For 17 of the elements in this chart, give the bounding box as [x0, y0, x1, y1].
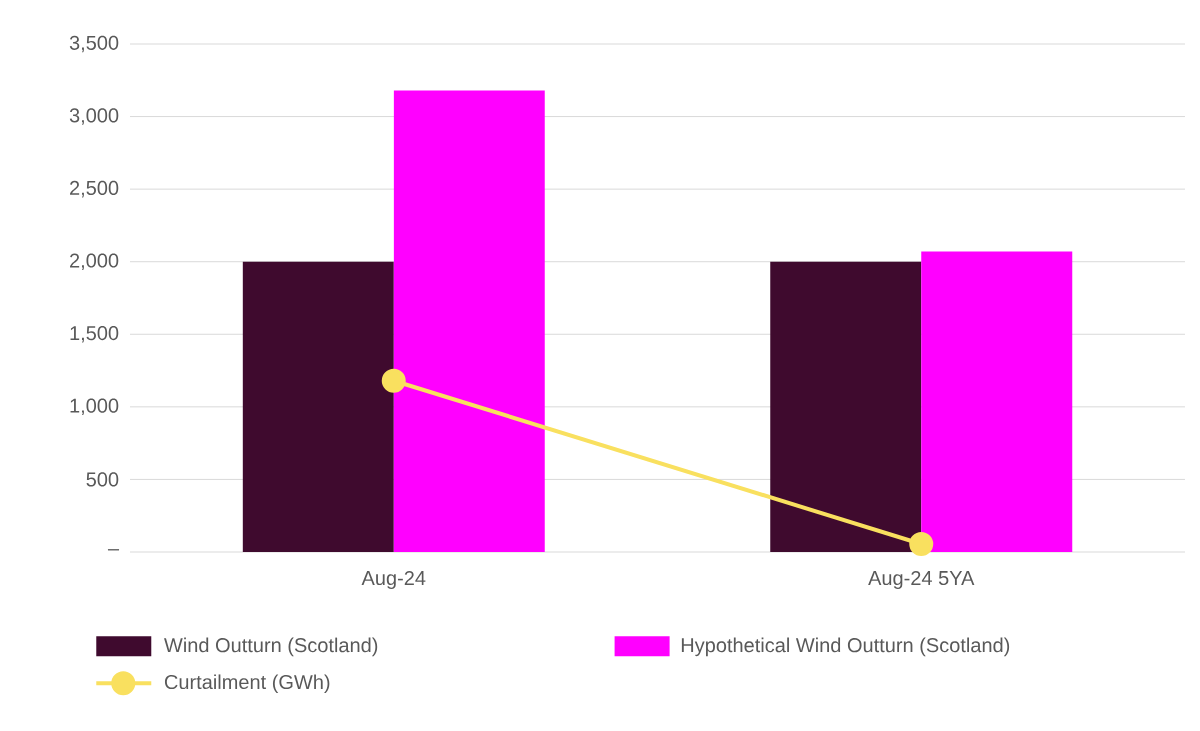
legend-label: Curtailment (GWh) — [164, 674, 330, 694]
y-tick-label: – — [107, 549, 120, 551]
y-tick-label: 2,000 — [70, 253, 119, 270]
y-tick-label: 1,000 — [70, 398, 119, 416]
bar — [242, 261, 394, 552]
y-tick-label: 2,500 — [70, 180, 119, 198]
legend-label: Wind Outturn (Scotland) — [164, 637, 378, 657]
bar — [393, 90, 545, 552]
y-tick-label: 500 — [86, 472, 119, 487]
x-tick-label: Aug-24 5YA — [868, 570, 975, 590]
y-tick-label: 1,500 — [70, 326, 119, 343]
legend-label: Hypothetical Wind Outturn (Scotland) — [681, 637, 1010, 657]
bar — [921, 251, 1073, 552]
x-tick-label: Aug-24 — [361, 570, 426, 590]
bar — [770, 261, 922, 552]
y-tick-label: 3,500 — [69, 35, 119, 53]
y-tick-label: 3,000 — [69, 108, 119, 125]
